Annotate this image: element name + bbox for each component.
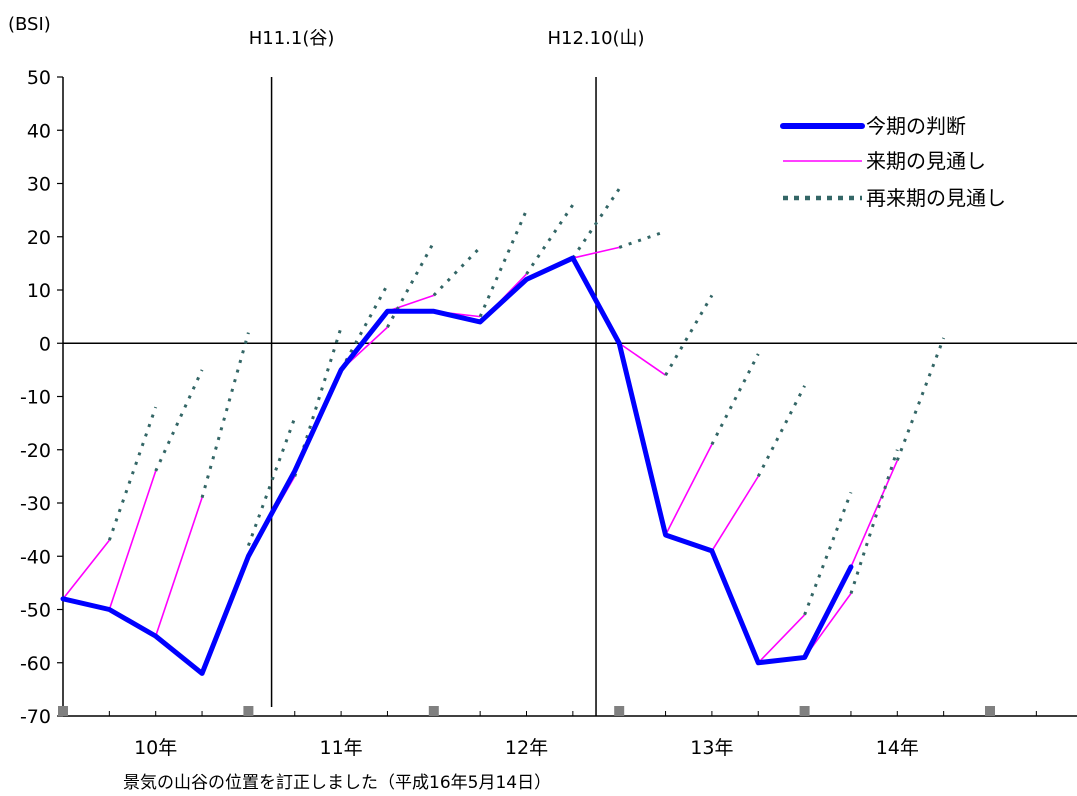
year-boundary-marker bbox=[58, 706, 68, 716]
legend-label-current: 今期の判断 bbox=[866, 114, 966, 138]
cycle-marker-label: H11.1(谷) bbox=[249, 28, 335, 49]
year-boundary-marker bbox=[428, 706, 439, 716]
series-layer bbox=[60, 187, 946, 676]
cycle-marker-label: H12.10(山) bbox=[547, 28, 644, 49]
next-period-segment bbox=[757, 614, 806, 664]
y-tick-label: 50 bbox=[27, 67, 51, 89]
period-after-next-segment bbox=[710, 353, 760, 446]
x-tick-label: 10年 bbox=[134, 737, 177, 759]
axes-layer: 50 40 30 20 10 0 -10 -20 -30 -40 -50 -60 -70 10年 11年 12… bbox=[20, 67, 1077, 759]
next-period-segment bbox=[711, 475, 759, 552]
legend-label-next2: 再来期の見通し bbox=[866, 186, 1006, 210]
period-after-next-segment bbox=[571, 187, 621, 259]
next-period-segment bbox=[108, 470, 157, 610]
x-tick-label: 12年 bbox=[505, 737, 548, 759]
y-tick-label: 0 bbox=[39, 333, 51, 355]
x-tick-label: 14年 bbox=[876, 737, 919, 759]
y-tick-label: 30 bbox=[27, 174, 51, 196]
year-boundary-marker bbox=[985, 706, 995, 716]
y-tick-label: -60 bbox=[20, 653, 51, 675]
y-tick-label: 40 bbox=[27, 120, 51, 142]
period-after-next-segment bbox=[756, 385, 806, 478]
y-tick-label: -40 bbox=[20, 546, 51, 568]
period-after-next-segment bbox=[895, 337, 946, 461]
period-after-next-segment bbox=[525, 203, 575, 275]
next-period-segment bbox=[664, 444, 713, 536]
period-after-next-segment bbox=[293, 326, 343, 477]
y-tick-label: -50 bbox=[20, 600, 51, 622]
next-period-segment bbox=[62, 539, 110, 600]
next-period-segment bbox=[572, 246, 620, 259]
period-after-next-segment bbox=[803, 491, 853, 616]
period-after-next-segment bbox=[107, 406, 158, 541]
legend-label-next: 来期の見通し bbox=[866, 149, 986, 173]
year-boundary-marker bbox=[243, 706, 254, 716]
year-boundary-marker bbox=[614, 706, 625, 716]
footnote: 景気の山谷の位置を訂正しました（平成16年5月14日） bbox=[123, 773, 551, 793]
period-after-next-segment bbox=[154, 369, 204, 472]
period-after-next-segment bbox=[432, 246, 482, 297]
grid-layer bbox=[63, 77, 1077, 716]
period-after-next-segment bbox=[386, 241, 436, 328]
y-tick-label: -30 bbox=[20, 493, 51, 515]
period-after-next-segment bbox=[849, 449, 899, 594]
x-tick-label: 11年 bbox=[320, 737, 363, 759]
y-tick-label: 20 bbox=[27, 227, 51, 249]
next-period-segment bbox=[387, 294, 435, 313]
current-period-line bbox=[60, 255, 854, 676]
next-period-segment bbox=[850, 460, 899, 568]
next-period-segment bbox=[618, 342, 667, 376]
period-after-next-segment bbox=[664, 294, 714, 376]
y-tick-label: 10 bbox=[27, 280, 51, 302]
y-tick-label: -20 bbox=[20, 440, 51, 462]
period-after-next-segment bbox=[246, 417, 297, 547]
y-unit-label: (BSI) bbox=[8, 14, 51, 35]
next-period-segment bbox=[154, 497, 203, 637]
labels-layer: H11.1(谷) H12.10(山) (BSI) 景気の山谷の位置を訂正しました（平成… bbox=[8, 14, 645, 793]
period-after-next-segment bbox=[200, 332, 250, 499]
y-tick-label: -10 bbox=[20, 387, 51, 409]
year-boundary-marker bbox=[799, 706, 810, 716]
x-tick-label: 13年 bbox=[690, 737, 733, 759]
period-after-next-segment bbox=[618, 230, 667, 249]
period-after-next-segment bbox=[339, 283, 389, 371]
y-tick-label: -70 bbox=[20, 706, 51, 728]
